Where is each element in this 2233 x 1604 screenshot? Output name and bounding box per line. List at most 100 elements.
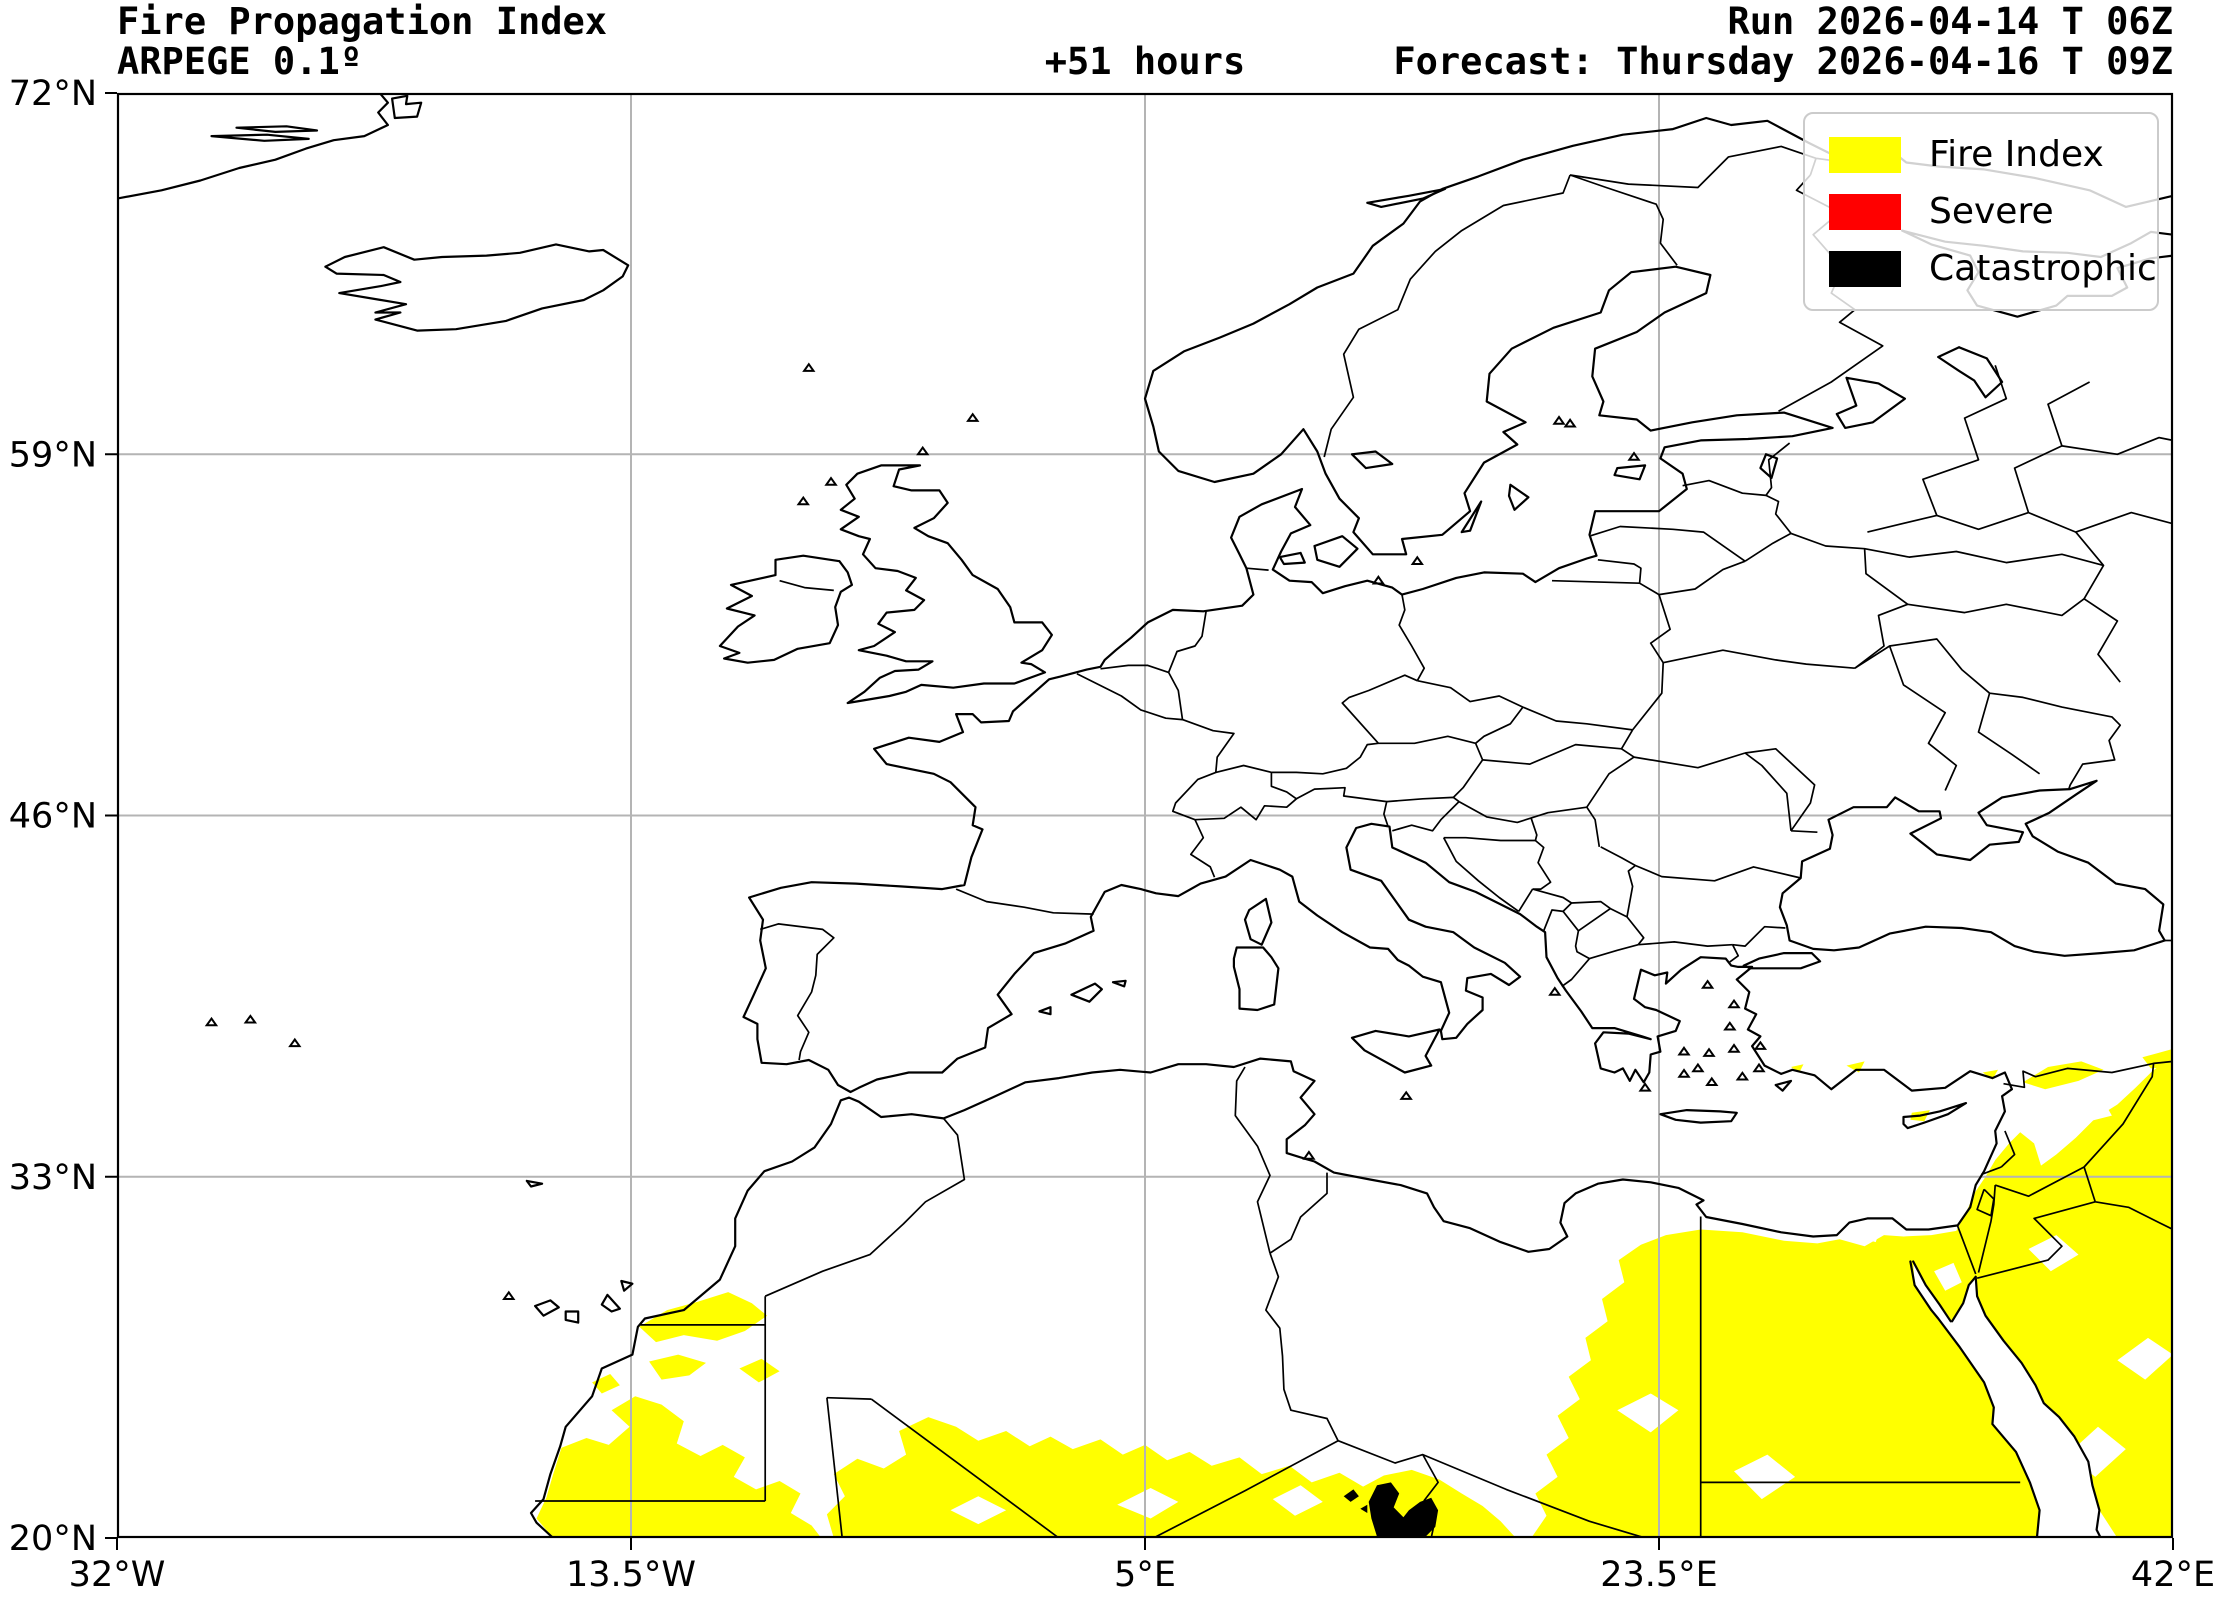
- country-border: [1076, 673, 1235, 773]
- country-border: [1234, 1066, 1271, 1254]
- country-border: [1976, 1188, 1995, 1217]
- island-speck: [1563, 418, 1577, 428]
- coastline: [1742, 952, 1822, 970]
- country-border: [1638, 941, 1733, 947]
- country-border: [1551, 579, 1640, 585]
- island-speck: [1371, 575, 1386, 585]
- coastline: [1070, 982, 1103, 1003]
- x-tick-label: 32°W: [69, 1555, 166, 1595]
- country-border: [1732, 925, 1786, 947]
- coastline: [1759, 453, 1779, 479]
- coastline: [1278, 551, 1306, 566]
- country-border: [1790, 829, 1818, 834]
- fire-index-region: [536, 1396, 822, 1538]
- y-tick-label: 46°N: [9, 797, 97, 837]
- country-border: [1790, 532, 1909, 669]
- island-speck: [1691, 1062, 1705, 1073]
- coastline: [210, 133, 310, 142]
- country-border: [1171, 764, 1298, 821]
- europe-map-canvas: 32°W 13.5°W 5°E 23.5°E 42°E 72°N 59°N 46°N 33°N 2…: [9, 74, 2215, 1595]
- fire-index-region: [1791, 1064, 1804, 1073]
- y-tick-label: 33°N: [9, 1158, 97, 1198]
- coastline: [718, 554, 853, 664]
- fire-index-region: [1982, 1069, 1998, 1080]
- coastline: [564, 1310, 580, 1324]
- island-speck: [243, 1014, 258, 1024]
- island-speck: [1727, 1043, 1741, 1053]
- country-border: [1981, 1166, 2002, 1176]
- fire-index-region: [739, 1358, 780, 1383]
- coastline: [1778, 779, 2166, 957]
- legend-row-fire-index: Fire Index: [1829, 126, 2157, 183]
- map-layers: [117, 93, 2173, 1538]
- island-speck: [966, 412, 980, 422]
- island-speck: [1627, 451, 1641, 461]
- island-speck: [1410, 555, 1424, 565]
- coastline: [1912, 1260, 1952, 1323]
- country-border: [1337, 1439, 1646, 1538]
- country-border: [1976, 1200, 2096, 1280]
- coastline: [1313, 535, 1359, 568]
- country-border: [2003, 1060, 2173, 1089]
- island-speck: [1727, 998, 1741, 1009]
- country-border: [1854, 638, 2122, 790]
- country-border: [1586, 806, 1601, 848]
- legend-label: Fire Index: [1929, 133, 2104, 175]
- plot-frame: [116, 92, 2174, 1539]
- fire-index-gap: [2117, 1337, 2173, 1380]
- country-border: [1422, 1454, 1439, 1538]
- country-border: [1577, 907, 1611, 932]
- country-border: [1626, 916, 1645, 946]
- island-speck: [1705, 1076, 1719, 1086]
- country-border: [1765, 442, 1791, 496]
- legend-label: Severe: [1929, 190, 2054, 232]
- country-border: [1744, 532, 1792, 562]
- country-border: [1589, 943, 1639, 960]
- map-legend: Fire Index Severe Catastrophic: [1803, 112, 2159, 311]
- x-tick-label: 42°E: [2131, 1555, 2215, 1595]
- catastrophic-swatch: [1829, 250, 1901, 287]
- island-speck: [204, 1016, 219, 1027]
- x-tick-label: 5°E: [1114, 1555, 1176, 1595]
- country-border: [1620, 729, 1635, 758]
- model-subtitle: ARPEGE 0.1º: [117, 40, 363, 83]
- country-border: [2095, 1200, 2173, 1231]
- country-border: [1323, 174, 1571, 458]
- country-border: [1100, 664, 1169, 674]
- country-border: [1167, 611, 1207, 673]
- country-border: [826, 1397, 844, 1538]
- country-border: [955, 888, 1094, 915]
- island-speck: [1700, 979, 1715, 989]
- coastline: [1460, 500, 1483, 534]
- coastline: [1613, 464, 1647, 481]
- coastline: [1366, 187, 1447, 208]
- coastline: [534, 1299, 560, 1317]
- coastline: [1937, 346, 2004, 399]
- coastline: [1951, 1275, 1977, 1323]
- forecast-timestamp: Forecast: Thursday 2026-04-16 T 09Z: [1393, 40, 2173, 83]
- island-speck: [1552, 415, 1566, 425]
- island-speck: [1677, 1046, 1691, 1056]
- legend-row-severe: Severe: [1829, 183, 2157, 240]
- coastline: [620, 1279, 634, 1292]
- country-border: [1475, 706, 1524, 744]
- legend-label: Catastrophic: [1929, 247, 2157, 289]
- legend-row-catastrophic: Catastrophic: [1829, 240, 2157, 297]
- coastline: [1038, 1006, 1052, 1016]
- country-border: [1888, 645, 1958, 791]
- coastline: [525, 1179, 544, 1188]
- country-border: [1977, 1185, 1997, 1273]
- country-border: [1378, 735, 1484, 799]
- coastline: [1974, 1275, 2102, 1538]
- country-border: [1639, 582, 1660, 596]
- country-border: [1458, 800, 1587, 824]
- island-speck: [1302, 1150, 1316, 1160]
- run-timestamp: Run 2026-04-14 T 06Z: [1727, 0, 2173, 43]
- lead-time: +51 hours: [1044, 40, 1246, 83]
- catastrophic-region: [1360, 1504, 1368, 1513]
- country-border: [1977, 692, 2041, 775]
- country-border: [2000, 1130, 2016, 1168]
- country-border: [826, 1396, 872, 1400]
- coastline: [1774, 1079, 1793, 1092]
- island-speck: [288, 1037, 302, 1048]
